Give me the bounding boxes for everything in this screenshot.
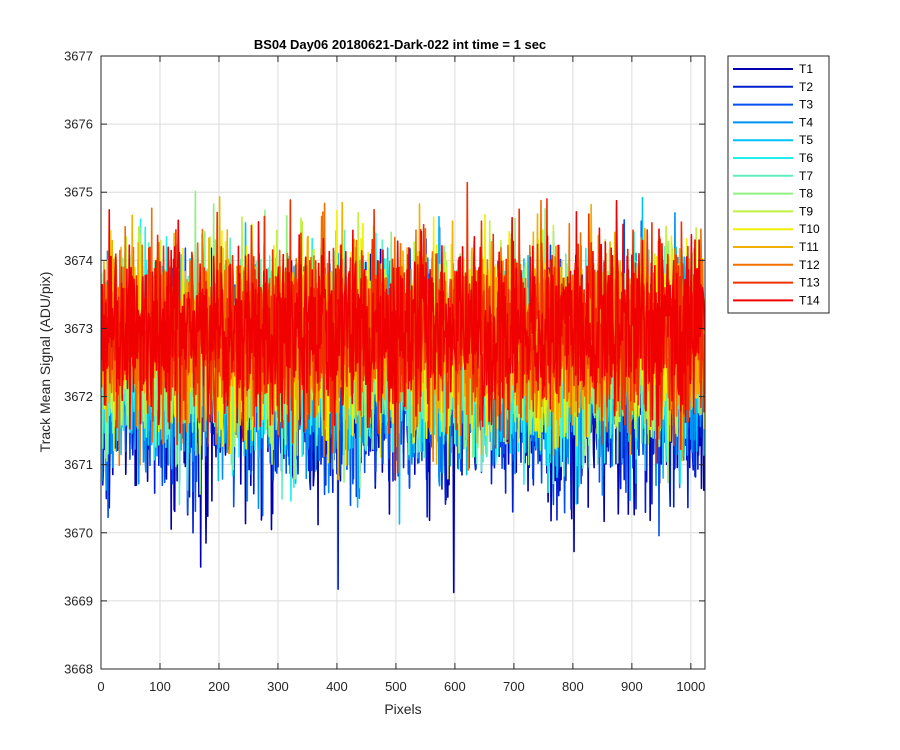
chart-title: BS04 Day06 20180621-Dark-022 int time = … <box>254 37 546 52</box>
legend-label-t11: T11 <box>799 240 819 254</box>
series-group <box>101 181 705 594</box>
legend-label-t6: T6 <box>799 151 813 165</box>
legend-label-t1: T1 <box>799 62 813 76</box>
y-tick-label: 3675 <box>64 185 93 200</box>
legend-label-t3: T3 <box>799 98 813 112</box>
legend-label-t5: T5 <box>799 133 813 147</box>
legend-label-t12: T12 <box>799 258 820 272</box>
y-axis-label: Track Mean Signal (ADU/pix) <box>37 272 53 453</box>
x-tick-label: 800 <box>562 679 584 694</box>
legend-label-t4: T4 <box>799 115 813 129</box>
legend-label-t9: T9 <box>799 204 813 218</box>
series-line-t14 <box>101 199 705 481</box>
x-tick-label: 400 <box>326 679 348 694</box>
y-tick-label: 3671 <box>64 457 93 472</box>
y-tick-label: 3670 <box>64 525 93 540</box>
y-tick-label: 3676 <box>64 117 93 132</box>
plot-frame <box>100 55 706 670</box>
legend-label-t10: T10 <box>799 222 820 236</box>
y-tick-label: 3677 <box>64 49 93 64</box>
x-tick-label: 500 <box>385 679 407 694</box>
y-tick-label: 3674 <box>64 253 93 268</box>
legend-box <box>727 55 830 314</box>
x-axis-label: Pixels <box>384 701 421 717</box>
x-tick-label: 1000 <box>676 679 705 694</box>
x-tick-label: 300 <box>267 679 289 694</box>
y-tick-label: 3669 <box>64 593 93 608</box>
x-tick-label: 200 <box>208 679 230 694</box>
legend: T1 T2 T3 T4 T5 T6 T7 T8 T9 T10 T11 T12 T13 T14 <box>727 55 830 314</box>
legend-label-t7: T7 <box>799 169 813 183</box>
x-tick-label: 600 <box>444 679 466 694</box>
x-axis: 0 100 200 300 400 500 600 700 800 900 1000 <box>97 56 705 694</box>
legend-label-t14: T14 <box>799 293 820 307</box>
y-tick-label: 3668 <box>64 662 93 677</box>
x-tick-label: 100 <box>149 679 171 694</box>
y-tick-label: 3672 <box>64 389 93 404</box>
y-tick-label: 3673 <box>64 321 93 336</box>
legend-label-t2: T2 <box>799 80 813 94</box>
x-tick-label: 900 <box>621 679 643 694</box>
y-axis: 3668 3669 3670 3671 3672 3673 3674 3675 3676 3677 <box>64 49 705 677</box>
x-tick-label: 0 <box>97 679 104 694</box>
x-tick-label: 700 <box>503 679 525 694</box>
legend-label-t8: T8 <box>799 187 813 201</box>
legend-label-t13: T13 <box>799 276 820 290</box>
